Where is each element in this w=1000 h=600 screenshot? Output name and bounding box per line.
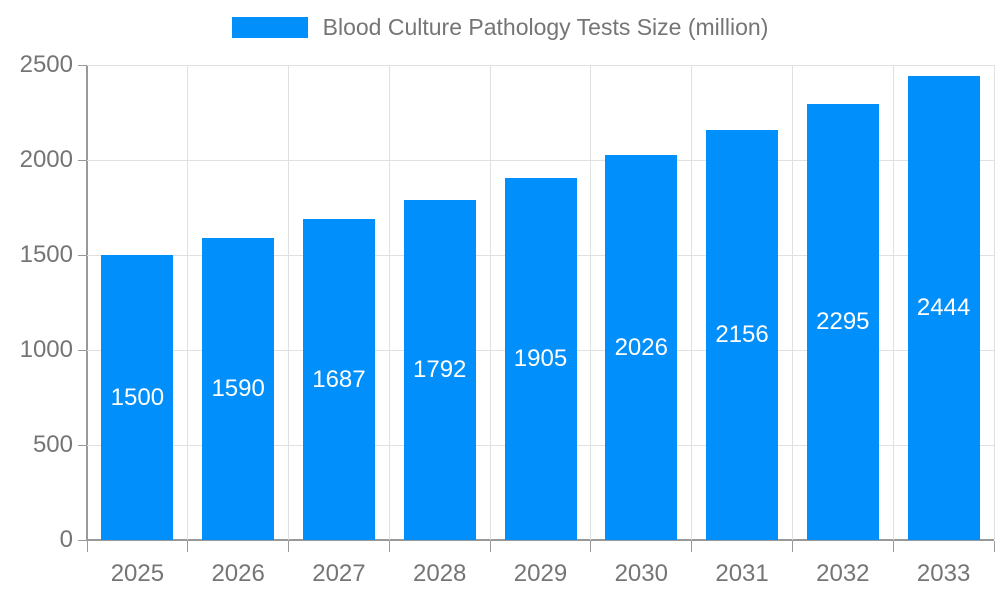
bar-value-label: 2295: [816, 307, 870, 335]
x-axis-tick-label: 2029: [513, 560, 568, 587]
legend-swatch: [231, 17, 308, 38]
y-axis-tick: [78, 444, 87, 446]
x-axis-tick-label: 2027: [312, 560, 366, 587]
bar[interactable]: 1590: [202, 237, 275, 540]
x-axis-tick-label: 2028: [413, 560, 467, 587]
bar[interactable]: 1792: [403, 199, 476, 540]
y-axis-tick-label: 2000: [19, 146, 73, 173]
bar-value-label: 1792: [413, 355, 467, 383]
y-axis-tick: [78, 64, 87, 66]
x-axis-tick-label: 2032: [816, 560, 870, 587]
x-gridline: [288, 65, 290, 540]
x-gridline: [791, 65, 793, 540]
x-gridline: [388, 65, 390, 540]
bar-value-label: 1590: [211, 374, 265, 402]
x-axis-tick: [791, 541, 793, 552]
y-axis-tick: [78, 159, 87, 161]
x-gridline: [993, 65, 995, 540]
y-axis-tick-label: 0: [59, 526, 73, 553]
x-axis-tick: [892, 541, 894, 552]
y-axis-tick: [78, 349, 87, 351]
x-gridline: [691, 65, 693, 540]
x-axis-tick: [187, 541, 189, 552]
bar-value-label: 1905: [513, 345, 568, 373]
bar[interactable]: 2444: [907, 75, 980, 540]
y-axis-line: [86, 65, 88, 541]
bar[interactable]: 1905: [504, 178, 577, 540]
legend-item[interactable]: Blood Culture Pathology Tests Size (mill…: [0, 14, 1000, 41]
x-axis-tick-label: 2031: [715, 560, 769, 587]
y-gridline: [87, 159, 994, 161]
bar[interactable]: 1687: [302, 219, 375, 540]
bar-value-label: 1500: [110, 383, 165, 411]
x-axis-tick: [993, 541, 995, 552]
y-gridline: [87, 64, 994, 66]
x-gridline: [187, 65, 189, 540]
x-axis-tick: [288, 541, 290, 552]
bar-value-label: 1687: [312, 365, 366, 393]
y-axis-tick: [78, 254, 87, 256]
bar-value-label: 2444: [916, 293, 971, 321]
bar[interactable]: 2026: [605, 155, 678, 540]
plot-area: 0 500 1000 1500 2000 2500 1500 2025 1590 2026 1687…: [20, 51, 995, 587]
bar-value-label: 2156: [715, 321, 769, 349]
x-axis-tick: [590, 541, 592, 552]
x-axis-tick: [691, 541, 693, 552]
x-axis-tick: [388, 541, 390, 552]
legend-label: Blood Culture Pathology Tests Size (mill…: [322, 14, 769, 40]
y-axis-tick: [78, 539, 87, 541]
bar[interactable]: 1500: [101, 255, 174, 540]
y-axis-tick-label: 2500: [19, 51, 73, 78]
x-axis-tick-label: 2033: [916, 560, 971, 587]
x-axis-tick: [489, 541, 491, 552]
bar-value-label: 2026: [614, 333, 668, 361]
x-gridline: [590, 65, 592, 540]
y-axis-tick-label: 1500: [19, 241, 73, 268]
x-axis-tick-label: 2030: [614, 560, 668, 587]
y-axis-tick-label: 500: [32, 431, 73, 458]
x-axis-line: [87, 539, 994, 541]
y-axis-tick-label: 1000: [19, 336, 73, 363]
bar[interactable]: 2156: [706, 130, 779, 540]
x-axis-tick-label: 2025: [110, 560, 165, 587]
x-gridline: [892, 65, 894, 540]
x-axis-tick-label: 2026: [211, 560, 265, 587]
x-gridline: [489, 65, 491, 540]
x-axis-tick: [86, 541, 88, 552]
bar[interactable]: 2295: [806, 103, 879, 540]
